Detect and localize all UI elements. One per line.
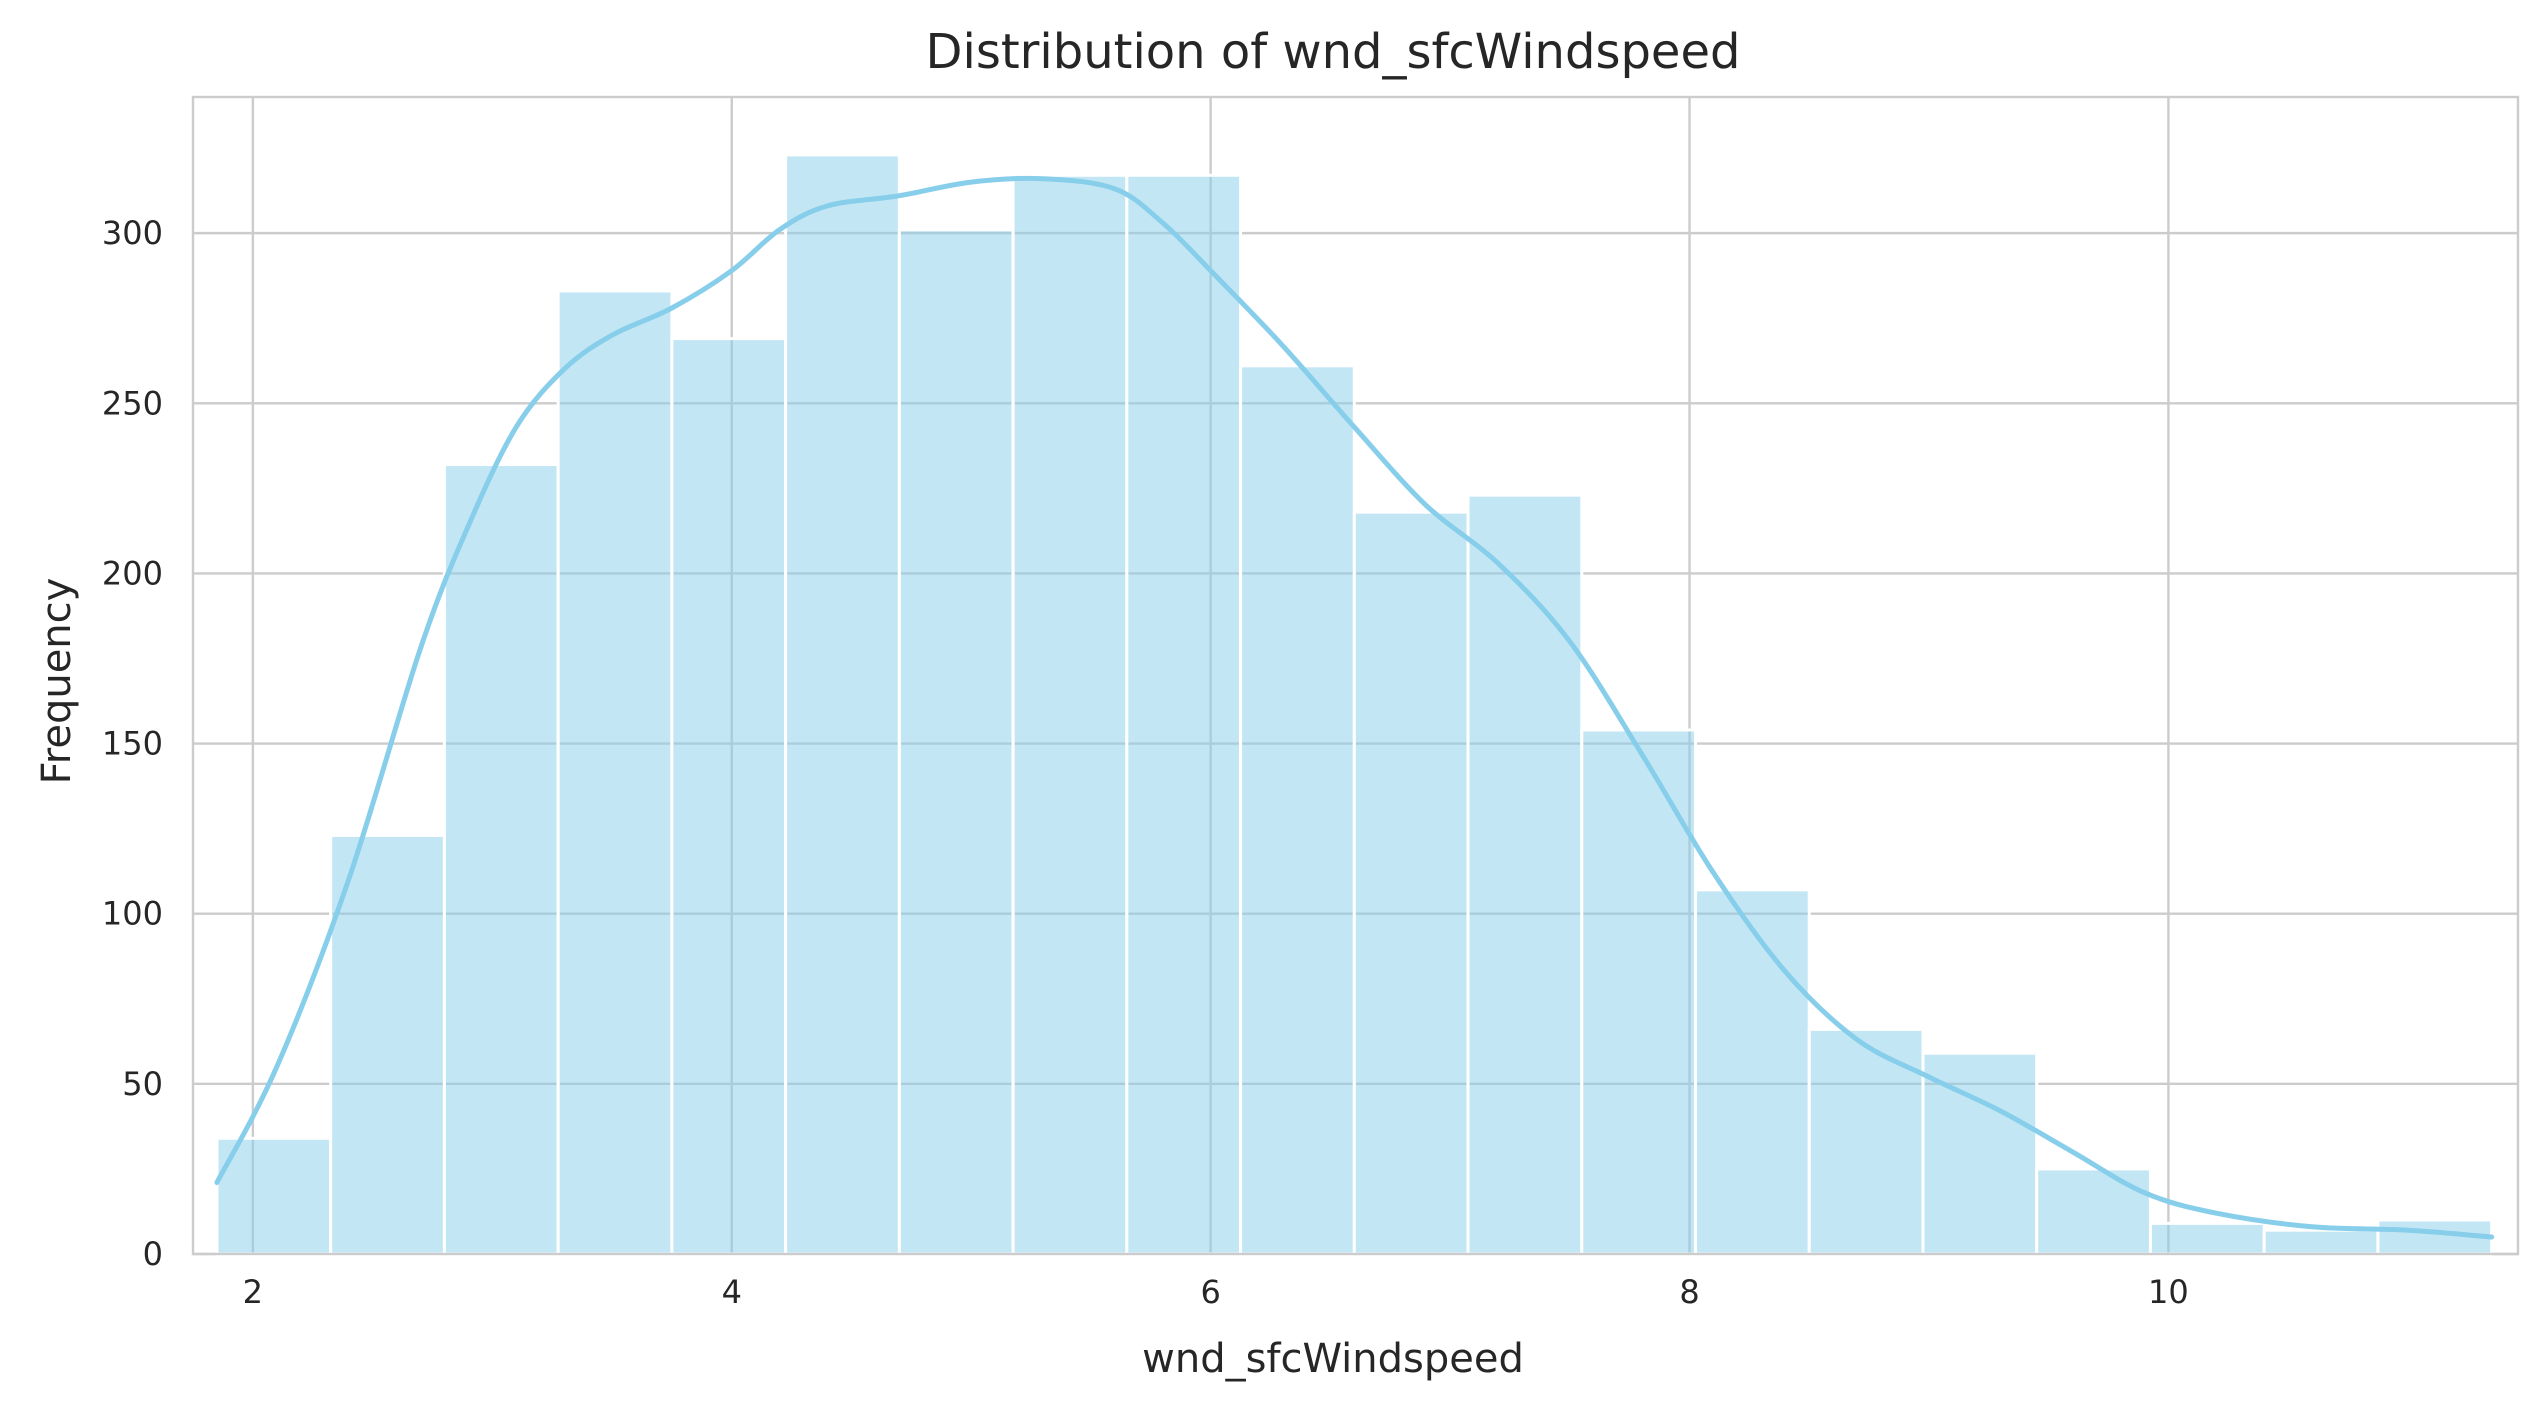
- histogram-bar: [1352, 510, 1470, 1256]
- histogram-bar: [1239, 364, 1356, 1256]
- x-axis-ticks: 2 4 6 8 10: [243, 1273, 2189, 1311]
- histogram-bar: [670, 337, 788, 1256]
- chart-title: Distribution of wnd_sfcWindspeed: [926, 24, 1741, 80]
- x-tick-label: 6: [1200, 1273, 1220, 1311]
- x-tick-label: 4: [722, 1273, 742, 1311]
- y-tick-label: 250: [102, 384, 163, 422]
- histogram-bar: [897, 228, 1015, 1256]
- histogram-bar: [1694, 888, 1811, 1256]
- y-tick-label: 50: [122, 1065, 163, 1103]
- histogram-bar: [556, 289, 674, 1256]
- y-tick-label: 100: [102, 895, 163, 933]
- y-tick-label: 0: [143, 1235, 163, 1273]
- histogram-bar: [1921, 1051, 2039, 1256]
- plot-frame: [191, 95, 2520, 1256]
- y-tick-label: 300: [102, 214, 163, 252]
- x-tick-label: 8: [1679, 1273, 1699, 1311]
- histogram-bar: [329, 833, 446, 1256]
- histogram-bar: [215, 1136, 333, 1256]
- histogram-bar: [2035, 1167, 2152, 1256]
- histogram-bars: [215, 153, 2494, 1256]
- histogram-bar: [442, 463, 560, 1256]
- kde-curve: [214, 175, 2495, 1240]
- y-axis-ticks: 0 50 100 150 200 250 300: [102, 214, 163, 1273]
- x-tick-label: 10: [2148, 1273, 2189, 1311]
- histogram-bar: [1807, 1027, 1925, 1256]
- x-tick-label: 2: [243, 1273, 263, 1311]
- x-axis-label: wnd_sfcWindspeed: [1142, 1336, 1524, 1382]
- histogram-bar: [1580, 728, 1698, 1256]
- histogram-bar: [2148, 1221, 2266, 1256]
- y-axis-label: Frequency: [34, 578, 80, 785]
- y-tick-label: 200: [102, 554, 163, 592]
- histogram-bar: [1011, 173, 1129, 1256]
- histogram-bar: [784, 153, 901, 1256]
- y-tick-label: 150: [102, 725, 163, 763]
- histogram-bar: [1125, 173, 1243, 1256]
- histogram-bar: [2262, 1228, 2380, 1256]
- histogram-bar: [1466, 493, 1584, 1256]
